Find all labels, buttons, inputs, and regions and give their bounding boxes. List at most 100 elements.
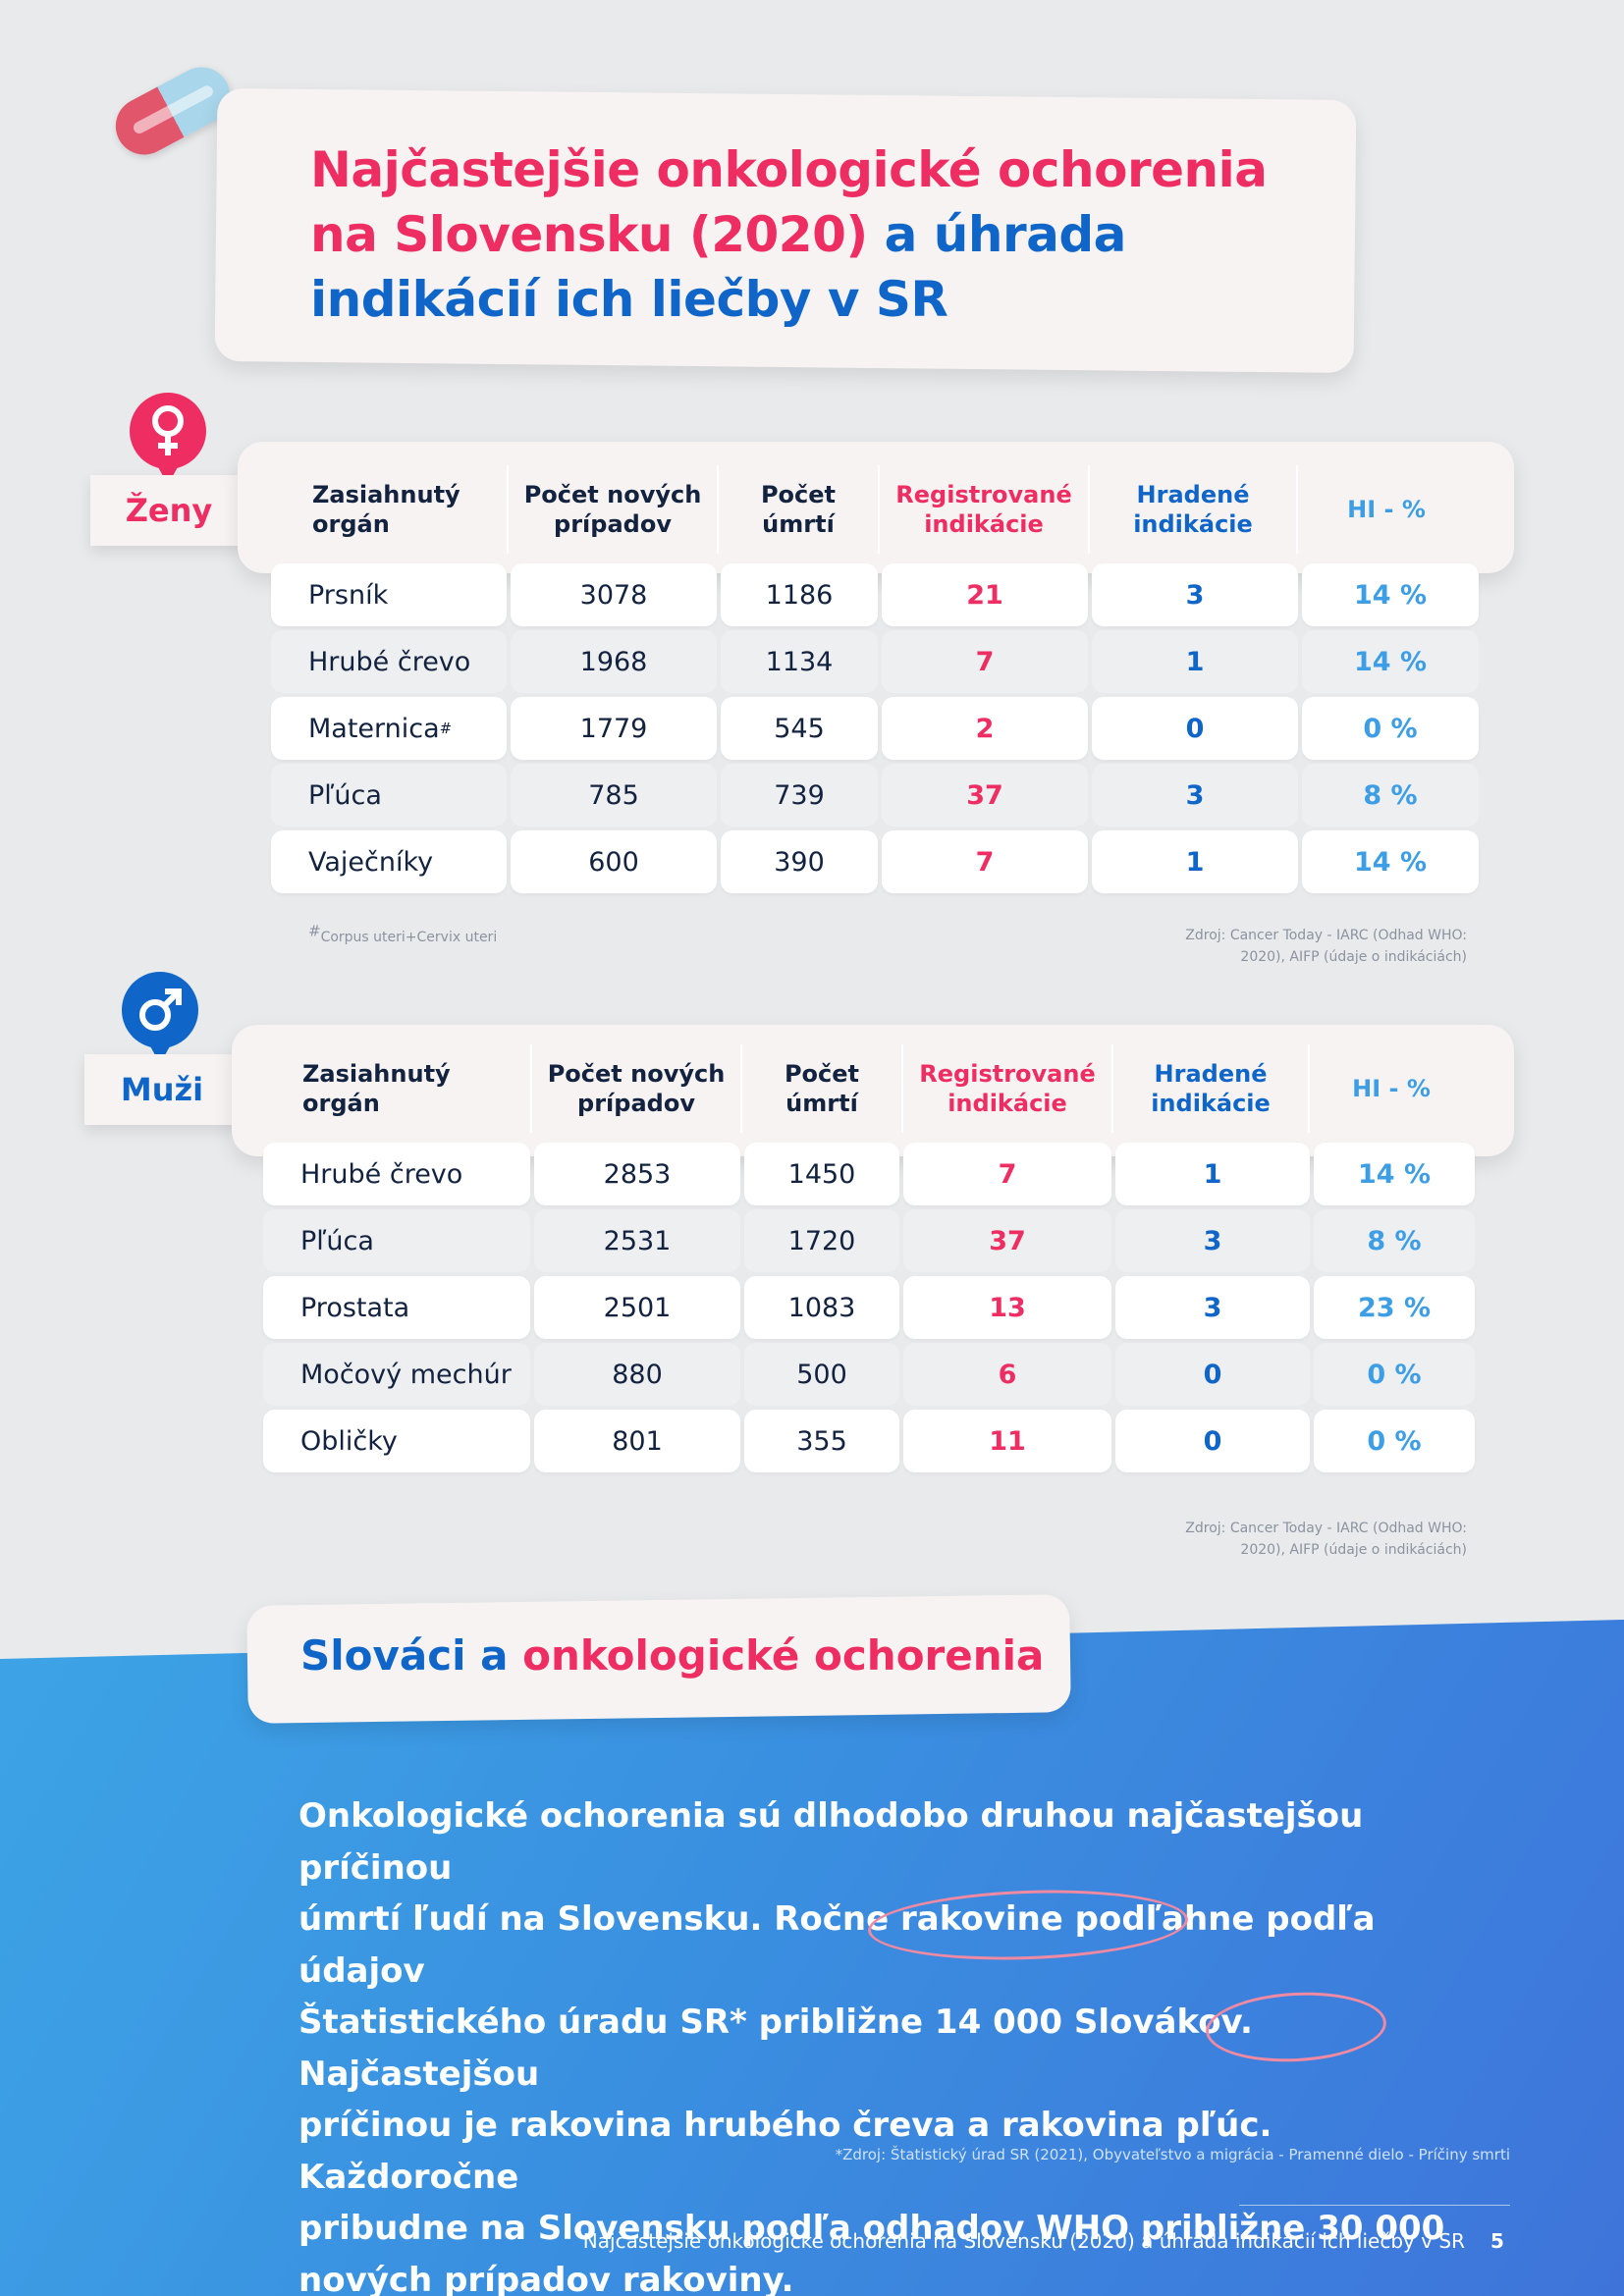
header-organ: Zasiahnutý orgán	[273, 465, 509, 554]
header-new-cases: Počet nových prípadov	[532, 1044, 742, 1133]
header-paid: Hradené indikácie	[1113, 1044, 1310, 1133]
table-row: Pľúca 2531 1720 37 3 8 %	[263, 1209, 1475, 1272]
cell-paid: 0	[1115, 1410, 1310, 1472]
cell-registered: 7	[882, 830, 1088, 893]
cell-new-cases: 880	[534, 1343, 740, 1406]
cell-paid: 1	[1115, 1143, 1310, 1205]
women-source: Zdroj: Cancer Today - IARC (Odhad WHO: 2…	[1185, 928, 1467, 965]
cell-hi: 8 %	[1302, 764, 1479, 827]
footnote: #Corpus uteri+Cervix uteri	[308, 922, 498, 945]
cell-deaths: 739	[721, 764, 878, 827]
cell-new-cases: 2501	[534, 1276, 740, 1339]
section-source: *Zdroj: Štatistický úrad SR (2021), Obyv…	[835, 2146, 1510, 2163]
cell-hi: 14 %	[1302, 830, 1479, 893]
cell-organ: Močový mechúr	[263, 1343, 530, 1406]
header-deaths: Počet úmrtí	[742, 1044, 903, 1133]
cell-new-cases: 2853	[534, 1143, 740, 1205]
cell-registered: 6	[903, 1343, 1111, 1406]
cell-organ: Prostata	[263, 1276, 530, 1339]
table-row: Prostata 2501 1083 13 3 23 %	[263, 1276, 1475, 1339]
cell-deaths: 390	[721, 830, 878, 893]
header-registered: Registrované indikácie	[903, 1044, 1113, 1133]
cell-paid: 0	[1115, 1343, 1310, 1406]
cell-registered: 37	[903, 1209, 1111, 1272]
cell-new-cases: 2531	[534, 1209, 740, 1272]
section-body-text: Onkologické ochorenia sú dlhodobo druhou…	[298, 1796, 1445, 2296]
cell-deaths: 1720	[744, 1209, 899, 1272]
cell-paid: 3	[1115, 1276, 1310, 1339]
cell-paid: 3	[1092, 764, 1298, 827]
cell-hi: 23 %	[1314, 1276, 1475, 1339]
cell-registered: 11	[903, 1410, 1111, 1472]
cell-new-cases: 801	[534, 1410, 740, 1472]
cell-hi: 0 %	[1302, 697, 1479, 760]
table-row: Vaječníky 600 390 7 1 14 %	[271, 830, 1479, 893]
cell-hi: 14 %	[1302, 630, 1479, 693]
header-new-cases: Počet nových prípadov	[509, 465, 719, 554]
cell-registered: 37	[882, 764, 1088, 827]
cell-new-cases: 600	[511, 830, 717, 893]
header-organ: Zasiahnutý orgán	[263, 1044, 532, 1133]
page-title: Najčastejšie onkologické ochorenia na Sl…	[310, 141, 1268, 328]
cell-paid: 1	[1092, 830, 1298, 893]
cell-new-cases: 1968	[511, 630, 717, 693]
women-header-row: Zasiahnutý orgán Počet nových prípadov P…	[273, 465, 1475, 554]
women-header-card	[238, 442, 1514, 573]
header-registered: Registrované indikácie	[880, 465, 1090, 554]
women-label: Ženy	[90, 475, 247, 546]
cell-paid: 3	[1092, 563, 1298, 626]
cell-deaths: 1186	[721, 563, 878, 626]
cell-new-cases: 785	[511, 764, 717, 827]
cell-new-cases: 1779	[511, 697, 717, 760]
cell-deaths: 545	[721, 697, 878, 760]
men-header-row: Zasiahnutý orgán Počet nových prípadov P…	[263, 1044, 1473, 1133]
cell-registered: 7	[903, 1143, 1111, 1205]
cell-deaths: 1134	[721, 630, 878, 693]
page-number: 5	[1490, 2229, 1504, 2253]
table-row: Maternica # 1779 545 2 0 0 %	[271, 697, 1479, 760]
header-hi: HI - %	[1352, 1075, 1431, 1102]
cell-new-cases: 3078	[511, 563, 717, 626]
blue-section-background	[0, 1620, 1624, 2296]
cell-organ: Prsník	[271, 563, 507, 626]
cell-paid: 3	[1115, 1209, 1310, 1272]
footer-text: Najčastejšie onkologické ochorenia na Sl…	[582, 2229, 1465, 2253]
cell-organ: Hrubé črevo	[271, 630, 507, 693]
header-paid: Hradené indikácie	[1090, 465, 1298, 554]
cell-deaths: 355	[744, 1410, 899, 1472]
female-symbol-icon	[130, 393, 206, 469]
header-deaths: Počet úmrtí	[719, 465, 880, 554]
cell-deaths: 1083	[744, 1276, 899, 1339]
table-row: Hrubé črevo 1968 1134 7 1 14 %	[271, 630, 1479, 693]
cell-hi: 0 %	[1314, 1410, 1475, 1472]
men-header-card	[232, 1025, 1514, 1156]
men-source: Zdroj: Cancer Today - IARC (Odhad WHO: 2…	[1185, 1521, 1467, 1558]
cell-organ: Vaječníky	[271, 830, 507, 893]
table-row: Prsník 3078 1186 21 3 14 %	[271, 563, 1479, 626]
table-row: Pľúca 785 739 37 3 8 %	[271, 764, 1479, 827]
men-label: Muži	[84, 1054, 240, 1125]
table-row: Hrubé črevo 2853 1450 7 1 14 %	[263, 1143, 1475, 1205]
male-symbol-icon	[122, 972, 198, 1048]
cell-organ: Pľúca	[271, 764, 507, 827]
cell-deaths: 1450	[744, 1143, 899, 1205]
cell-registered: 21	[882, 563, 1088, 626]
cell-hi: 14 %	[1314, 1143, 1475, 1205]
cell-hi: 14 %	[1302, 563, 1479, 626]
cell-organ: Hrubé črevo	[263, 1143, 530, 1205]
cell-organ: Maternica #	[271, 697, 507, 760]
cell-registered: 13	[903, 1276, 1111, 1339]
cell-hi: 8 %	[1314, 1209, 1475, 1272]
cell-organ: Obličky	[263, 1410, 530, 1472]
cell-deaths: 500	[744, 1343, 899, 1406]
cell-registered: 7	[882, 630, 1088, 693]
header-hi: HI - %	[1347, 496, 1426, 523]
cell-organ: Pľúca	[263, 1209, 530, 1272]
footer-divider	[1239, 2205, 1510, 2206]
table-row: Močový mechúr 880 500 6 0 0 %	[263, 1343, 1475, 1406]
cell-paid: 0	[1092, 697, 1298, 760]
table-row: Obličky 801 355 11 0 0 %	[263, 1410, 1475, 1472]
cell-hi: 0 %	[1314, 1343, 1475, 1406]
section-title: Slováci a onkologické ochorenia	[300, 1631, 1045, 1680]
cell-paid: 1	[1092, 630, 1298, 693]
